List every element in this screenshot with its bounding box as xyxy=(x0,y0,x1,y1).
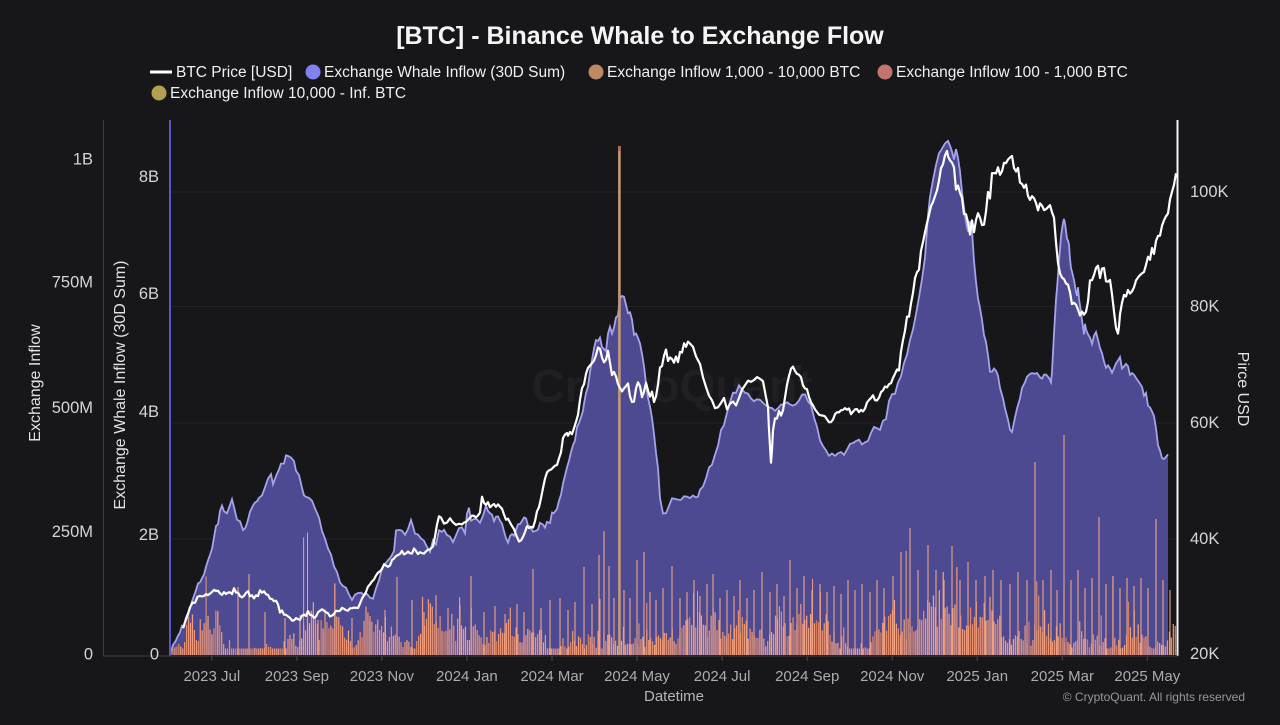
svg-text:Exchange Inflow 100 - 1,000 BT: Exchange Inflow 100 - 1,000 BTC xyxy=(896,64,1128,81)
svg-text:250M: 250M xyxy=(52,523,93,541)
svg-text:2B: 2B xyxy=(139,526,159,544)
svg-text:2024 Mar: 2024 Mar xyxy=(520,668,583,685)
svg-text:Exchange Inflow 1,000 - 10,000: Exchange Inflow 1,000 - 10,000 BTC xyxy=(607,64,860,81)
svg-text:2024 Jul: 2024 Jul xyxy=(694,668,751,685)
svg-text:2025 Jan: 2025 Jan xyxy=(946,668,1008,685)
svg-text:2023 Nov: 2023 Nov xyxy=(350,668,415,685)
svg-text:2024 May: 2024 May xyxy=(604,668,670,685)
svg-text:8B: 8B xyxy=(139,168,159,186)
svg-text:Datetime: Datetime xyxy=(644,688,704,705)
svg-text:2023 Sep: 2023 Sep xyxy=(265,668,329,685)
svg-text:80K: 80K xyxy=(1190,298,1219,316)
svg-text:Exchange Inflow 10,000 - Inf.: Exchange Inflow 10,000 - Inf. BTC xyxy=(170,85,406,102)
svg-text:500M: 500M xyxy=(52,399,93,417)
svg-text:BTC Price [USD]: BTC Price [USD] xyxy=(176,64,292,81)
svg-text:60K: 60K xyxy=(1190,414,1219,432)
svg-text:20K: 20K xyxy=(1190,645,1219,663)
svg-text:750M: 750M xyxy=(52,274,93,292)
svg-text:Exchange Inflow: Exchange Inflow xyxy=(27,324,44,442)
svg-text:1B: 1B xyxy=(73,151,93,169)
svg-text:2024 Jan: 2024 Jan xyxy=(436,668,498,685)
svg-text:2024 Nov: 2024 Nov xyxy=(860,668,925,685)
svg-text:2023 Jul: 2023 Jul xyxy=(183,668,240,685)
svg-text:2025 May: 2025 May xyxy=(1114,668,1180,685)
svg-text:100K: 100K xyxy=(1190,183,1229,201)
svg-text:0: 0 xyxy=(84,646,93,664)
svg-text:Exchange Whale Inflow (30D Sum: Exchange Whale Inflow (30D Sum) xyxy=(112,261,129,510)
svg-text:40K: 40K xyxy=(1190,530,1219,548)
svg-text:© CryptoQuant. All rights rese: © CryptoQuant. All rights reserved xyxy=(1063,690,1245,704)
svg-text:CryptoQuant: CryptoQuant xyxy=(531,360,812,412)
svg-text:Exchange Whale Inflow (30D Sum: Exchange Whale Inflow (30D Sum) xyxy=(324,64,565,81)
svg-text:6B: 6B xyxy=(139,285,159,303)
svg-text:Pirce USD: Pirce USD xyxy=(1234,352,1251,427)
svg-text:2024 Sep: 2024 Sep xyxy=(775,668,839,685)
svg-text:0: 0 xyxy=(150,646,159,664)
svg-text:[BTC] - Binance Whale to Excha: [BTC] - Binance Whale to Exchange Flow xyxy=(396,22,884,50)
svg-text:2025 Mar: 2025 Mar xyxy=(1031,668,1094,685)
svg-text:4B: 4B xyxy=(139,403,159,421)
